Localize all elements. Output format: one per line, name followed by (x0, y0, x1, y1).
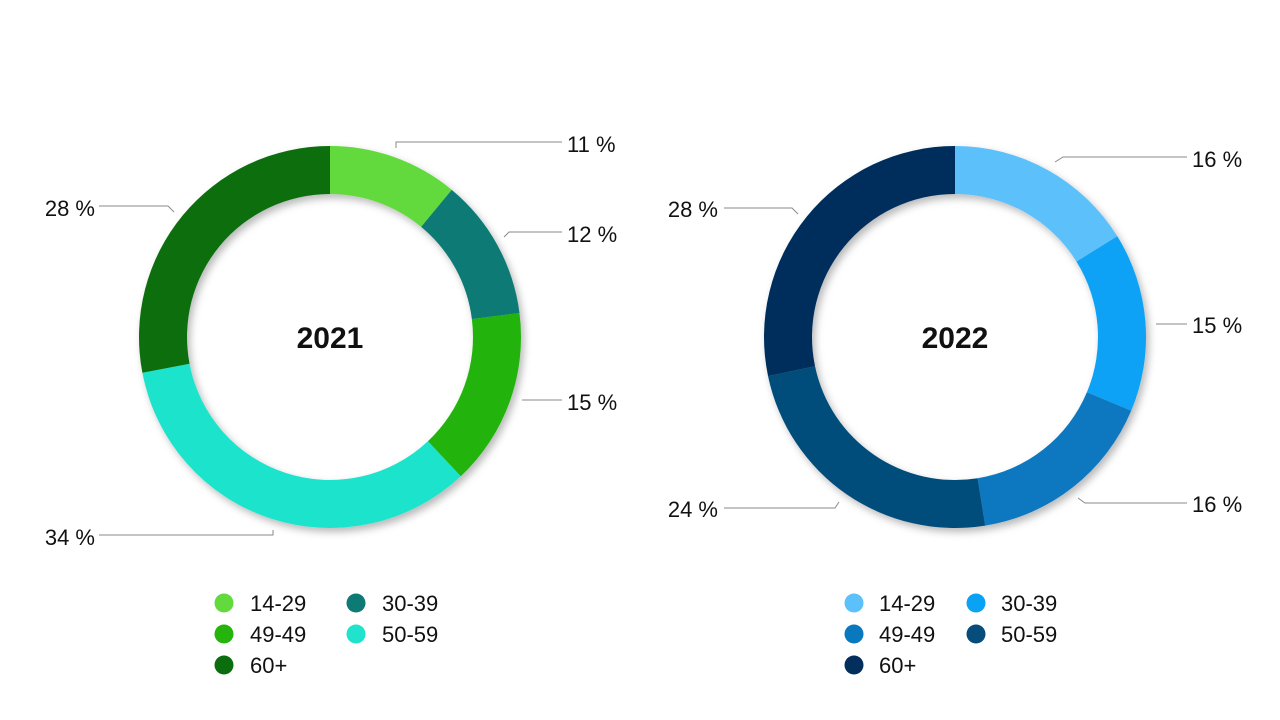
value-label-60: 28 % (45, 196, 95, 221)
legend-swatch (966, 624, 986, 644)
legend-item-30-39: 30-39 (346, 591, 438, 616)
legend-swatch (346, 593, 366, 613)
leader-line-14-29 (1054, 156, 1187, 163)
value-label-60: 28 % (668, 197, 718, 222)
legend-item-49-49: 49-49 (214, 622, 306, 647)
value-label-30-39: 12 % (567, 222, 617, 247)
leader-line-14-29 (395, 141, 562, 148)
donut-chart-2022: 2022 16 % 15 % 16 % 24 % 28 % 14-29 30-39 49-49 5… (668, 146, 1242, 678)
donut-chart-2021: 2021 11 % 12 % 15 % 34 % 28 % 14-29 30-39 49-49 5… (45, 132, 617, 678)
donut-slice-60 (139, 146, 330, 373)
donut-slice-14-29 (330, 146, 452, 227)
center-label: 2021 (297, 322, 364, 355)
value-label-49-49: 16 % (1192, 492, 1242, 517)
legend-label: 60+ (879, 653, 916, 678)
legend-item-60: 60+ (214, 653, 287, 678)
legend-label: 50-59 (382, 622, 438, 647)
legend-swatch (214, 655, 234, 675)
legend-swatch (844, 624, 864, 644)
legend-swatch (214, 624, 234, 644)
legend-item-60: 60+ (844, 653, 916, 678)
legend-label: 30-39 (1001, 591, 1057, 616)
legend-item-50-59: 50-59 (346, 622, 438, 647)
legend-item-50-59: 50-59 (966, 622, 1057, 647)
leader-line-49-49 (1077, 497, 1187, 504)
donut-slice-14-29 (955, 146, 1118, 262)
leader-line-60 (724, 207, 799, 215)
donut-ring (764, 146, 1146, 528)
leader-line-60 (99, 205, 175, 213)
legend-label: 30-39 (382, 591, 438, 616)
legend-item-14-29: 14-29 (844, 591, 935, 616)
legend-swatch (214, 593, 234, 613)
value-label-49-49: 15 % (567, 390, 617, 415)
donut-slice-30-39 (1076, 236, 1146, 411)
value-label-50-59: 34 % (45, 525, 95, 550)
value-label-30-39: 15 % (1192, 313, 1242, 338)
legend-swatch (844, 593, 864, 613)
legend-label: 60+ (250, 653, 287, 678)
legend: 14-29 30-39 49-49 50-59 60+ (844, 591, 1057, 678)
legend-item-30-39: 30-39 (966, 591, 1057, 616)
donut-slice-50-59 (768, 366, 986, 528)
value-label-14-29: 16 % (1192, 147, 1242, 172)
donut-slice-49-49 (977, 392, 1132, 526)
legend: 14-29 30-39 49-49 50-59 60+ (214, 591, 438, 678)
legend-swatch (346, 624, 366, 644)
center-label: 2022 (922, 322, 989, 355)
donut-slice-50-59 (142, 363, 461, 528)
legend-swatch (966, 593, 986, 613)
legend-label: 14-29 (879, 591, 935, 616)
value-label-50-59: 24 % (668, 497, 718, 522)
legend-item-14-29: 14-29 (214, 591, 306, 616)
legend-label: 49-49 (250, 622, 306, 647)
leader-line-30-39 (503, 231, 562, 238)
leader-line-50-59 (99, 530, 274, 536)
value-label-14-29: 11 % (567, 132, 616, 157)
legend-item-49-49: 49-49 (844, 622, 935, 647)
leader-line-50-59 (724, 501, 840, 509)
donut-slice-30-39 (421, 189, 520, 320)
legend-swatch (844, 655, 864, 675)
legend-label: 50-59 (1001, 622, 1057, 647)
donut-slice-60 (764, 146, 955, 377)
legend-label: 49-49 (879, 622, 935, 647)
donut-ring (139, 146, 521, 528)
donut-slice-49-49 (427, 313, 521, 477)
legend-label: 14-29 (250, 591, 306, 616)
